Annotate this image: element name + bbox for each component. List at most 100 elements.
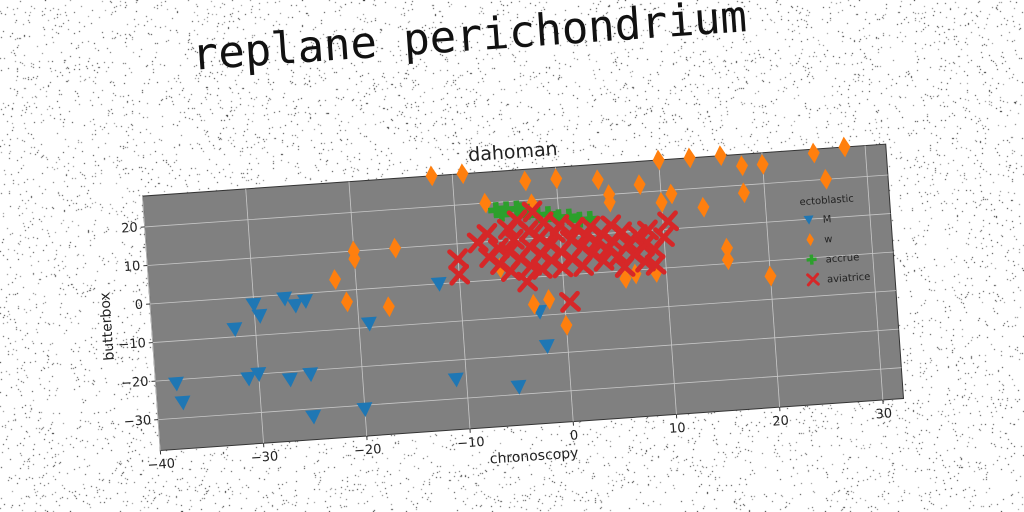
x-marker: [447, 248, 470, 271]
legend-entry-label: w: [824, 234, 833, 246]
diamond-marker: [619, 268, 632, 289]
x-grid-line: [245, 188, 264, 444]
diamond-marker: [665, 183, 678, 205]
x-axis-label: chronoscopy: [489, 445, 579, 467]
diamond-marker: [652, 149, 665, 171]
diamond-marker: [721, 237, 734, 259]
diamond-marker: [425, 165, 438, 187]
diamond-marker: [819, 168, 832, 190]
x-tick-label: −20: [354, 442, 382, 459]
diamond-marker: [633, 174, 646, 195]
x-marker: [644, 253, 667, 276]
diamond-marker: [838, 136, 851, 158]
x-stroke: [533, 211, 554, 234]
x-marker: [611, 221, 634, 244]
triangle-marker: [510, 379, 527, 395]
x-stroke: [806, 272, 820, 287]
diamond-marker: [714, 145, 727, 167]
triangle-marker: [276, 291, 293, 307]
x-marker: [476, 223, 499, 245]
x-marker: [487, 237, 510, 260]
triangle-marker: [245, 297, 262, 313]
y-tick-label: −20: [121, 375, 149, 392]
x-stroke: [522, 200, 543, 223]
x-marker: [632, 235, 655, 258]
x-stroke: [517, 270, 537, 293]
x-tick-label: −10: [457, 435, 485, 452]
x-stroke: [549, 214, 570, 236]
triangle-marker: [360, 316, 377, 332]
x-stroke: [477, 223, 498, 245]
triangle-marker: [250, 366, 267, 382]
triangle-marker: [538, 339, 555, 354]
x-stroke: [593, 249, 614, 272]
diamond-marker: [560, 314, 573, 336]
x-stroke: [503, 228, 524, 251]
series-M: [167, 276, 555, 425]
diamond-marker: [348, 248, 361, 270]
triangle-marker: [447, 372, 464, 388]
plus-stroke: [498, 205, 505, 222]
legend-title: ectoblastic: [799, 194, 854, 209]
x-grid-line: [142, 196, 161, 451]
diamond-marker: [341, 291, 353, 313]
x-marker: [548, 214, 571, 236]
triangle-marker: [803, 215, 814, 225]
y-tick-label: −30: [123, 413, 151, 430]
diamond-marker: [603, 191, 616, 213]
diamond-marker: [737, 182, 750, 204]
chart-rotated-group: −40 −30 −20 −10 0 10 20 30 −30 −20 −10 0 10 20 dahoma…: [97, 136, 905, 474]
y-tick-label: −10: [118, 336, 146, 353]
x-grid-line: [864, 145, 884, 400]
x-tick-label: 30: [875, 406, 893, 422]
triangle-marker: [430, 276, 447, 292]
diamond-marker: [655, 192, 668, 213]
x-stroke: [449, 263, 470, 286]
diamond-marker: [736, 155, 749, 177]
x-marker: [448, 263, 471, 286]
x-tick-label: 10: [669, 421, 687, 437]
legend-entry-label: aviatrice: [827, 272, 871, 286]
triangle-marker: [226, 322, 243, 338]
triangle-marker: [281, 372, 298, 388]
plus-stroke: [809, 254, 814, 265]
diamond-marker: [807, 142, 820, 164]
y-tick-label: 10: [123, 259, 141, 275]
triangle-marker: [174, 395, 191, 411]
data-marks: [167, 136, 851, 425]
x-tick-label: 0: [570, 428, 579, 444]
diamond-marker: [721, 249, 734, 271]
y-grid-line: [155, 328, 899, 382]
x-stroke: [560, 290, 580, 313]
x-stroke: [645, 253, 666, 276]
triangle-marker: [251, 308, 268, 324]
triangle-marker: [302, 367, 319, 383]
x-grid-line: [348, 181, 368, 437]
x-stroke: [654, 226, 674, 249]
diamond-marker: [389, 237, 402, 259]
diamond-marker: [764, 265, 777, 287]
x-tick-label: −40: [147, 457, 175, 474]
diamond-marker: [543, 288, 556, 310]
series-aviatrice: [447, 200, 680, 313]
diamond-marker: [697, 196, 710, 218]
x-stroke: [612, 221, 633, 244]
x-stroke: [507, 209, 528, 232]
diamond-marker: [382, 296, 395, 318]
diamond-marker: [756, 153, 769, 175]
triangle-marker: [167, 376, 184, 392]
x-marker: [592, 249, 615, 272]
diamond-marker: [550, 168, 563, 190]
x-stroke: [448, 248, 468, 271]
x-marker: [806, 272, 820, 287]
triangle-marker: [297, 293, 313, 309]
triangle-marker: [356, 402, 373, 418]
y-grid-line: [152, 290, 896, 343]
series-w: [329, 136, 851, 336]
x-stroke: [628, 224, 648, 246]
diamond-marker: [519, 170, 532, 192]
diamond-marker: [456, 163, 469, 185]
x-marker: [637, 219, 659, 242]
